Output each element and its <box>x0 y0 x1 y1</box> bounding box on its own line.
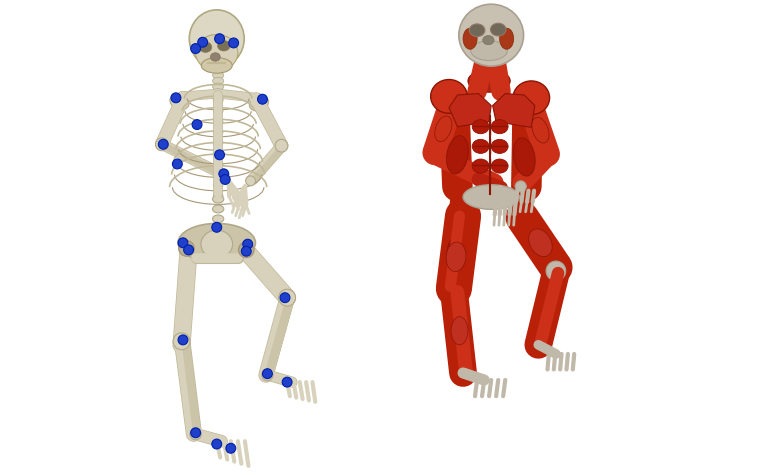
Circle shape <box>226 443 236 453</box>
Ellipse shape <box>213 215 223 223</box>
Circle shape <box>190 428 201 440</box>
Circle shape <box>191 428 201 437</box>
Circle shape <box>158 139 168 149</box>
Ellipse shape <box>213 225 223 233</box>
Ellipse shape <box>217 40 230 51</box>
Ellipse shape <box>249 96 268 111</box>
Ellipse shape <box>470 24 485 37</box>
Ellipse shape <box>463 28 477 49</box>
Ellipse shape <box>195 35 238 71</box>
Circle shape <box>212 439 222 449</box>
Ellipse shape <box>213 77 223 85</box>
Ellipse shape <box>239 242 254 257</box>
Circle shape <box>173 333 190 350</box>
Circle shape <box>282 377 292 387</box>
Circle shape <box>171 93 181 103</box>
Ellipse shape <box>446 136 468 174</box>
Circle shape <box>198 38 207 47</box>
Ellipse shape <box>170 95 189 109</box>
Ellipse shape <box>213 72 223 79</box>
Circle shape <box>184 245 194 255</box>
Ellipse shape <box>214 140 223 146</box>
Ellipse shape <box>491 139 508 153</box>
Ellipse shape <box>214 182 223 188</box>
Circle shape <box>212 222 222 232</box>
Ellipse shape <box>213 89 223 95</box>
Ellipse shape <box>513 81 549 114</box>
Ellipse shape <box>213 205 223 213</box>
Ellipse shape <box>214 108 223 114</box>
Circle shape <box>178 238 188 247</box>
Circle shape <box>279 289 296 306</box>
Ellipse shape <box>435 116 452 142</box>
Ellipse shape <box>213 235 223 242</box>
Circle shape <box>191 44 201 54</box>
Circle shape <box>229 38 239 48</box>
Circle shape <box>245 176 255 186</box>
Circle shape <box>178 335 188 345</box>
Ellipse shape <box>214 150 223 157</box>
Ellipse shape <box>214 161 223 167</box>
Ellipse shape <box>201 57 233 73</box>
Circle shape <box>546 261 565 281</box>
Ellipse shape <box>201 230 233 258</box>
Circle shape <box>192 120 202 130</box>
Ellipse shape <box>472 139 489 153</box>
Circle shape <box>242 239 252 249</box>
Ellipse shape <box>532 117 549 143</box>
Ellipse shape <box>179 241 195 256</box>
Ellipse shape <box>529 229 553 256</box>
Circle shape <box>214 150 224 160</box>
Ellipse shape <box>468 70 510 92</box>
Circle shape <box>275 139 288 152</box>
Ellipse shape <box>213 95 223 101</box>
Ellipse shape <box>214 171 223 178</box>
Ellipse shape <box>214 97 223 104</box>
Ellipse shape <box>199 42 212 52</box>
Ellipse shape <box>472 120 489 133</box>
Ellipse shape <box>214 129 223 135</box>
Ellipse shape <box>431 79 467 114</box>
Ellipse shape <box>447 239 458 271</box>
Ellipse shape <box>491 159 508 173</box>
Ellipse shape <box>214 192 223 199</box>
Circle shape <box>515 181 527 192</box>
Circle shape <box>156 138 168 151</box>
Ellipse shape <box>483 36 494 45</box>
Circle shape <box>219 171 229 181</box>
Ellipse shape <box>490 23 506 36</box>
Polygon shape <box>492 94 535 127</box>
Circle shape <box>219 169 229 179</box>
Circle shape <box>242 247 252 256</box>
Circle shape <box>214 34 224 44</box>
Circle shape <box>280 293 290 303</box>
Circle shape <box>262 369 272 379</box>
Ellipse shape <box>213 83 223 90</box>
Ellipse shape <box>472 159 489 173</box>
Ellipse shape <box>470 41 508 60</box>
Polygon shape <box>449 94 491 127</box>
Ellipse shape <box>451 317 468 345</box>
Ellipse shape <box>499 28 514 49</box>
Ellipse shape <box>178 223 255 262</box>
Ellipse shape <box>213 195 223 203</box>
Ellipse shape <box>211 53 220 61</box>
Ellipse shape <box>214 119 223 125</box>
Ellipse shape <box>459 4 524 66</box>
Ellipse shape <box>513 138 535 176</box>
Circle shape <box>173 159 182 169</box>
Circle shape <box>261 370 273 380</box>
Ellipse shape <box>189 10 244 67</box>
Ellipse shape <box>491 120 508 133</box>
Circle shape <box>220 174 230 184</box>
Circle shape <box>258 95 268 104</box>
Ellipse shape <box>463 185 519 209</box>
Ellipse shape <box>446 242 466 272</box>
